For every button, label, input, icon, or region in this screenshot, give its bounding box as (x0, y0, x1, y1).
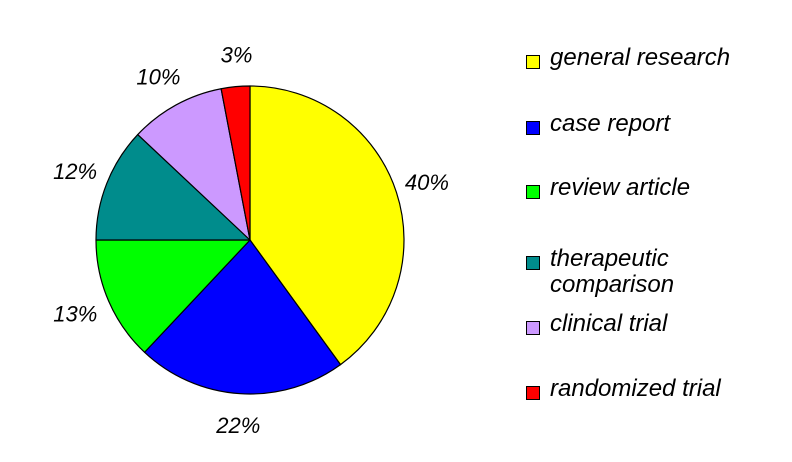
legend-label: case report (550, 110, 671, 137)
percentage-label: 10% (136, 65, 180, 90)
pie-slice-therapeutic-comparison (95, 133, 251, 241)
pie-slice-case-report (143, 239, 342, 395)
legend-swatch (526, 256, 540, 270)
pie-slice-clinical-trial (137, 88, 251, 241)
percentage-label: 13% (53, 301, 97, 326)
pie-slice-randomized-trial (220, 85, 251, 241)
legend-label: review article (550, 174, 691, 201)
legend-label: general research (550, 44, 731, 71)
percentage-labels: 40% 22% 13% 12% 10% 3% (53, 42, 449, 438)
legend-swatch (526, 321, 540, 335)
percentage-label: 3% (221, 42, 253, 67)
legend-label: randomized trial (550, 375, 721, 402)
pie-slices (95, 85, 405, 395)
pie-slice-review-article (95, 239, 251, 353)
pie-slice-general-research (249, 85, 405, 366)
legend-label: clinical trial (550, 310, 668, 337)
legend-swatch (526, 121, 540, 135)
legend-swatch (526, 386, 540, 400)
legend-swatch (526, 55, 540, 69)
percentage-label: 12% (53, 159, 97, 184)
percentage-label: 40% (405, 170, 449, 195)
legend-label: therapeutic comparison (550, 245, 675, 298)
legend-swatch (526, 185, 540, 199)
percentage-label: 22% (215, 413, 260, 438)
